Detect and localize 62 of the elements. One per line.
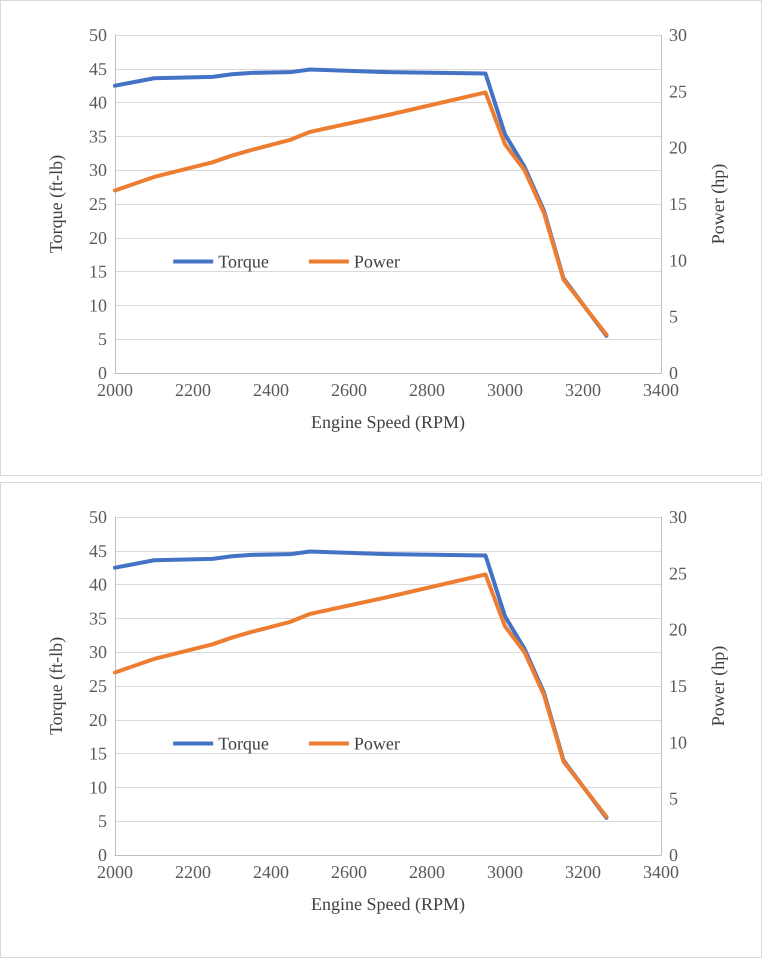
y-tick-label: 5 (98, 811, 107, 832)
y2-tick-label: 20 (669, 138, 687, 158)
y2-tick-label: 20 (669, 620, 687, 640)
y-tick-label: 0 (98, 363, 107, 383)
y-tick-label: 35 (89, 126, 107, 146)
y2-axis-title: Power (hp) (708, 164, 728, 244)
y-tick-label: 15 (89, 744, 107, 764)
y-tick-label: 35 (89, 608, 107, 628)
y-tick-label: 15 (89, 262, 107, 282)
x-tick-label: 2400 (253, 862, 289, 882)
x-tick-label: 2200 (175, 380, 211, 400)
y-tick-label: 10 (89, 777, 107, 798)
x-tick-label: 2400 (253, 380, 289, 400)
x-tick-label: 2600 (331, 862, 367, 882)
y-tick-label: 45 (89, 540, 107, 561)
y-tick-label: 25 (89, 676, 107, 696)
y-tick-label: 40 (89, 574, 107, 595)
legend-label: Power (354, 733, 400, 754)
y2-axis-title: Power (hp) (708, 646, 728, 726)
y2-tick-label: 25 (669, 81, 687, 102)
y2-tick-label: 10 (669, 250, 687, 270)
x-tick-label: 3000 (487, 862, 523, 882)
y-tick-label: 25 (89, 194, 107, 214)
x-tick-label: 3400 (643, 862, 679, 882)
y-tick-label: 30 (89, 642, 107, 662)
y-axis-title: Torque (ft-lb) (46, 154, 66, 254)
y2-tick-label: 0 (669, 363, 678, 383)
y2-tick-label: 5 (669, 306, 678, 327)
y2-tick-label: 25 (669, 563, 687, 584)
y-tick-label: 30 (89, 160, 107, 180)
y-tick-label: 20 (89, 710, 107, 730)
x-tick-label: 2800 (409, 380, 445, 400)
y-axis-title: Torque (ft-lb) (46, 636, 66, 736)
y2-tick-label: 15 (669, 676, 687, 696)
y-tick-label: 45 (89, 58, 107, 79)
y2-tick-label: 0 (669, 845, 678, 865)
y2-tick-label: 5 (669, 788, 678, 809)
y2-tick-label: 10 (669, 732, 687, 752)
y-tick-label: 5 (98, 329, 107, 350)
x-tick-label: 2000 (97, 862, 133, 882)
legend-label: Power (354, 251, 400, 272)
legend-label: Torque (218, 251, 269, 272)
x-tick-label: 3000 (487, 380, 523, 400)
legend-label: Torque (218, 733, 269, 754)
y2-tick-label: 30 (669, 507, 687, 527)
x-tick-label: 2000 (97, 380, 133, 400)
x-axis-title: Engine Speed (RPM) (311, 412, 465, 432)
x-tick-label: 3200 (565, 862, 601, 882)
x-tick-label: 2600 (331, 380, 367, 400)
x-tick-label: 2800 (409, 862, 445, 882)
y-tick-label: 50 (89, 25, 107, 45)
y-tick-label: 20 (89, 228, 107, 248)
y-tick-label: 10 (89, 295, 107, 316)
y2-tick-label: 30 (669, 25, 687, 45)
x-tick-label: 3400 (643, 380, 679, 400)
x-tick-label: 2200 (175, 862, 211, 882)
x-tick-label: 3200 (565, 380, 601, 400)
y-tick-label: 50 (89, 507, 107, 527)
y-tick-label: 0 (98, 845, 107, 865)
x-axis-title: Engine Speed (RPM) (311, 894, 465, 914)
y2-tick-label: 15 (669, 194, 687, 214)
y-tick-label: 40 (89, 92, 107, 113)
